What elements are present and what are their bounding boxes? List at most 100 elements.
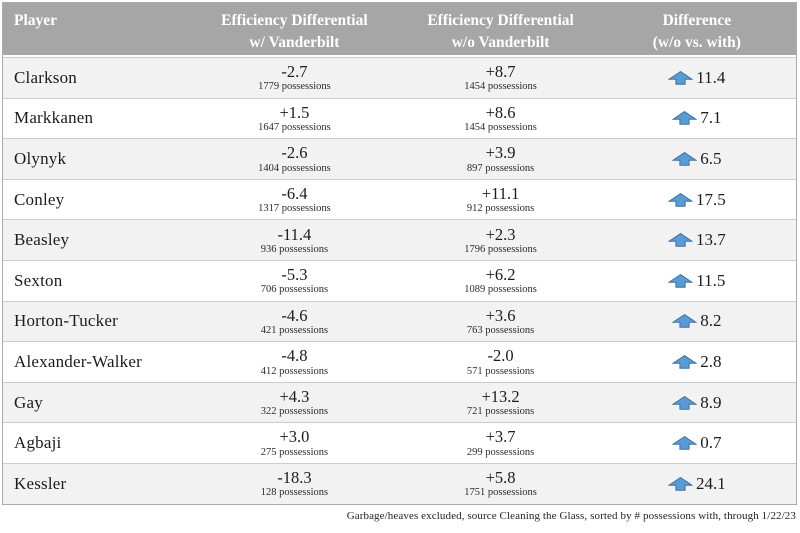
possessions-with-label: 275 possessions xyxy=(260,446,329,458)
difference-value: 8.9 xyxy=(700,392,722,412)
difference-value: 17.5 xyxy=(695,189,726,209)
header-eff-diff-without: Efficiency Differential w/o Vanderbilt xyxy=(403,3,597,55)
eff-diff-without-cell: +5.8 1751 possessions xyxy=(403,468,597,499)
player-name: Markkanen xyxy=(14,108,94,128)
eff-diff-without-value: -2.0 xyxy=(487,346,514,366)
eff-diff-with-value: -2.7 xyxy=(281,62,308,82)
eff-diff-without-value: +3.7 xyxy=(485,427,516,447)
table-row: Horton-Tucker -4.6 421 possessions +3.6 … xyxy=(3,300,796,342)
player-name: Beasley xyxy=(14,230,70,250)
eff-diff-without-cell: +8.6 1454 possessions xyxy=(403,103,597,134)
difference-value: 7.1 xyxy=(700,108,722,128)
eff-diff-with-value: -5.3 xyxy=(281,265,308,285)
efficiency-differential-table: Player Efficiency Differential w/ Vander… xyxy=(2,2,797,505)
player-name: Kessler xyxy=(14,473,67,493)
header-player: Player xyxy=(14,12,58,29)
eff-diff-without-value: +3.6 xyxy=(485,305,516,325)
eff-diff-without-cell: -2.0 571 possessions xyxy=(403,346,597,377)
up-arrow-icon xyxy=(672,111,698,126)
table-row: Agbaji +3.0 275 possessions +3.7 299 pos… xyxy=(3,422,796,463)
eff-diff-without-value: +2.3 xyxy=(485,224,516,244)
difference-cell: 13.7 xyxy=(598,230,796,250)
eff-diff-without-value: +13.2 xyxy=(481,386,520,406)
table-row: Alexander-Walker -4.8 412 possessions -2… xyxy=(3,341,796,382)
difference-value: 11.4 xyxy=(696,67,726,87)
possessions-without-label: 1454 possessions xyxy=(464,81,537,93)
up-arrow-icon xyxy=(672,436,698,450)
up-arrow-icon xyxy=(672,395,698,410)
possessions-without-label: 1796 possessions xyxy=(464,243,537,255)
difference-cell: 8.2 xyxy=(598,311,796,331)
eff-diff-with-cell: -5.3 706 possessions xyxy=(185,265,403,296)
header-eff-diff-without-line1: Efficiency Differential xyxy=(427,12,574,29)
difference-cell: 2.8 xyxy=(598,352,796,372)
difference-value: 0.7 xyxy=(700,433,722,453)
player-name: Conley xyxy=(14,189,65,209)
eff-diff-without-cell: +2.3 1796 possessions xyxy=(403,224,597,255)
eff-diff-without-cell: +6.2 1089 possessions xyxy=(403,265,597,296)
possessions-without-label: 1751 possessions xyxy=(464,487,537,499)
eff-diff-without-cell: +3.6 763 possessions xyxy=(403,305,597,336)
eff-diff-with-cell: -2.6 1404 possessions xyxy=(185,143,403,174)
table-header-row: Player Efficiency Differential w/ Vander… xyxy=(3,3,796,57)
eff-diff-without-value: +6.2 xyxy=(485,265,516,285)
eff-diff-without-value: +5.8 xyxy=(485,468,516,488)
eff-diff-with-value: -2.6 xyxy=(281,143,308,163)
eff-diff-with-value: +4.3 xyxy=(279,386,310,406)
possessions-with-label: 322 possessions xyxy=(260,406,329,418)
table-row: Olynyk -2.6 1404 possessions +3.9 897 po… xyxy=(3,138,796,179)
eff-diff-with-value: -6.4 xyxy=(281,183,308,203)
eff-diff-without-cell: +3.7 299 possessions xyxy=(403,427,597,458)
eff-diff-with-value: +1.5 xyxy=(279,102,310,122)
eff-diff-with-cell: -18.3 128 possessions xyxy=(185,469,403,499)
eff-diff-without-cell: +11.1 912 possessions xyxy=(403,183,597,215)
up-arrow-icon xyxy=(672,354,698,369)
difference-cell: 11.5 xyxy=(598,271,796,291)
difference-cell: 17.5 xyxy=(598,190,796,210)
difference-value: 11.5 xyxy=(696,270,726,290)
player-name: Agbaji xyxy=(14,433,62,453)
header-eff-diff-with: Efficiency Differential w/ Vanderbilt xyxy=(185,3,403,55)
eff-diff-with-cell: -4.6 421 possessions xyxy=(185,306,403,337)
possessions-without-label: 721 possessions xyxy=(466,406,535,418)
possessions-with-label: 706 possessions xyxy=(260,284,329,296)
possessions-without-label: 1454 possessions xyxy=(464,122,537,134)
difference-cell: 7.1 xyxy=(598,108,796,128)
header-eff-diff-without-line2: w/o Vanderbilt xyxy=(451,34,550,51)
eff-diff-with-cell: +1.5 1647 possessions xyxy=(185,102,403,133)
possessions-with-label: 421 possessions xyxy=(260,325,329,337)
header-eff-diff-with-line2: w/ Vanderbilt xyxy=(249,34,340,51)
table-row: Conley -6.4 1317 possessions +11.1 912 p… xyxy=(3,178,796,220)
player-name: Sexton xyxy=(14,270,63,290)
eff-diff-without-value: +11.1 xyxy=(481,183,520,203)
header-eff-diff-with-line1: Efficiency Differential xyxy=(221,12,368,29)
eff-diff-without-cell: +3.9 897 possessions xyxy=(403,143,597,174)
eff-diff-without-cell: +13.2 721 possessions xyxy=(403,386,597,418)
eff-diff-without-value: +3.9 xyxy=(485,143,516,163)
possessions-without-label: 897 possessions xyxy=(466,162,535,174)
eff-diff-with-cell: -6.4 1317 possessions xyxy=(185,183,403,215)
eff-diff-without-cell: +8.7 1454 possessions xyxy=(403,63,597,93)
eff-diff-with-cell: +3.0 275 possessions xyxy=(185,428,403,458)
up-arrow-icon xyxy=(672,151,698,166)
table-row: Kessler -18.3 128 possessions +5.8 1751 … xyxy=(3,462,796,504)
table-row: Markkanen +1.5 1647 possessions +8.6 145… xyxy=(3,97,796,139)
eff-diff-with-cell: -4.8 412 possessions xyxy=(185,347,403,377)
table-row: Clarkson -2.7 1779 possessions +8.7 1454… xyxy=(3,57,796,98)
possessions-with-label: 1779 possessions xyxy=(258,81,331,93)
possessions-with-label: 1404 possessions xyxy=(258,162,331,174)
difference-cell: 24.1 xyxy=(598,474,796,494)
possessions-with-label: 1317 possessions xyxy=(258,203,331,215)
up-arrow-icon xyxy=(667,233,693,247)
difference-cell: 6.5 xyxy=(598,149,796,169)
header-difference-line2: (w/o vs. with) xyxy=(652,34,741,51)
difference-value: 24.1 xyxy=(695,473,726,493)
possessions-without-label: 571 possessions xyxy=(466,365,535,377)
header-difference-line1: Difference xyxy=(662,12,732,29)
eff-diff-with-cell: +4.3 322 possessions xyxy=(185,386,403,418)
difference-value: 13.7 xyxy=(695,230,726,250)
possessions-without-label: 1089 possessions xyxy=(464,284,537,296)
possessions-without-label: 912 possessions xyxy=(466,203,535,215)
player-name: Clarkson xyxy=(14,67,77,87)
possessions-with-label: 412 possessions xyxy=(260,365,329,377)
